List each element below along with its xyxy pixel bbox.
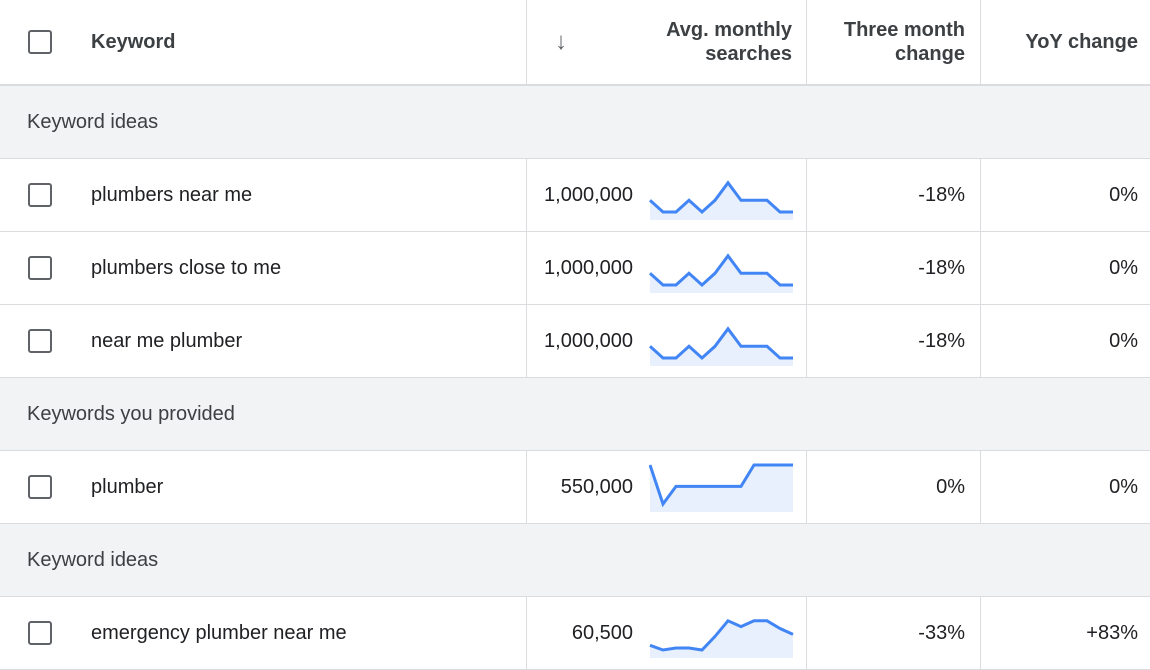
select-all-checkbox[interactable] (28, 30, 52, 54)
yoy-change-value: 0% (980, 232, 1150, 304)
sparkline-line (649, 180, 793, 215)
search-volume: 60,500 (571, 621, 633, 644)
avg-header-line2: searches (705, 43, 792, 65)
keyword-text: plumber (91, 475, 164, 498)
row-checkbox[interactable] (28, 475, 52, 499)
arrow-down-icon[interactable]: ↓ (555, 28, 567, 55)
sparkline-line (649, 618, 794, 652)
search-volume: 1,000,000 (544, 329, 633, 352)
keyword-text: plumbers near me (91, 183, 253, 206)
group-label: Keyword ideas (27, 548, 159, 571)
yoy-change-value: +83% (980, 597, 1150, 669)
three-month-change-header[interactable]: Three month change (806, 0, 980, 84)
yoy-change-value: 0% (980, 159, 1150, 231)
table-row: plumber 550,000 0% 0% (0, 451, 1150, 524)
group-label: Keyword ideas (27, 110, 159, 133)
row-checkbox[interactable] (28, 183, 52, 207)
group-header: Keyword ideas (0, 86, 1150, 159)
three-month-change-value: -33% (806, 597, 980, 669)
table-row: near me plumber 1,000,000 -18% 0% (0, 305, 1150, 378)
sparkline-area (650, 328, 793, 366)
avg-searches-cell: 1,000,000 (526, 305, 806, 377)
table-row: plumbers close to me 1,000,000 -18% 0% (0, 232, 1150, 305)
three-month-change-value: -18% (806, 232, 980, 304)
keyword-text: near me plumber (91, 329, 243, 352)
keyword-column-header[interactable]: Keyword (91, 30, 176, 53)
row-checkbox[interactable] (28, 256, 52, 280)
group-header: Keyword ideas (0, 524, 1150, 597)
keyword-text: plumbers close to me (91, 256, 282, 279)
avg-searches-cell: 1,000,000 (526, 232, 806, 304)
avg-monthly-searches-header[interactable]: ↓ Avg. monthly searches (526, 0, 806, 84)
search-volume: 550,000 (560, 475, 633, 498)
three-month-change-value: 0% (806, 451, 980, 523)
trend-sparkline (649, 253, 793, 293)
avg-searches-cell: 1,000,000 (526, 159, 806, 231)
row-checkbox[interactable] (28, 329, 52, 353)
avg-searches-cell: 60,500 (526, 597, 806, 669)
trend-sparkline (649, 326, 793, 366)
search-volume: 1,000,000 (544, 256, 633, 279)
yoy-change-value: 0% (980, 305, 1150, 377)
group-header: Keywords you provided (0, 378, 1150, 451)
three-month-change-value: -18% (806, 305, 980, 377)
sparkline-line (649, 253, 793, 288)
sparkline-area (650, 255, 793, 293)
row-checkbox[interactable] (28, 621, 52, 645)
table-header: Keyword ↓ Avg. monthly searches Three mon… (0, 0, 1150, 86)
trend-sparkline (649, 180, 793, 220)
three-header-line2: change (894, 43, 965, 65)
trend-sparkline (649, 463, 793, 512)
yoy-change-header[interactable]: YoY change (980, 0, 1150, 84)
three-header-line1: Three month (843, 19, 965, 41)
yoy-change-value: 0% (980, 451, 1150, 523)
keyword-text: emergency plumber near me (91, 621, 347, 644)
three-month-change-value: -18% (806, 159, 980, 231)
sparkline-area (650, 182, 793, 220)
sparkline-line (649, 463, 793, 508)
avg-searches-cell: 550,000 (526, 451, 806, 523)
avg-header-line1: Avg. monthly (666, 19, 792, 41)
group-label: Keywords you provided (27, 402, 235, 425)
sparkline-area (650, 465, 793, 512)
search-volume: 1,000,000 (544, 183, 633, 206)
table-row: plumbers near me 1,000,000 -18% 0% (0, 159, 1150, 232)
trend-sparkline (649, 618, 794, 658)
table-row: emergency plumber near me 60,500 -33% +83% (0, 597, 1150, 670)
sparkline-line (649, 326, 793, 361)
